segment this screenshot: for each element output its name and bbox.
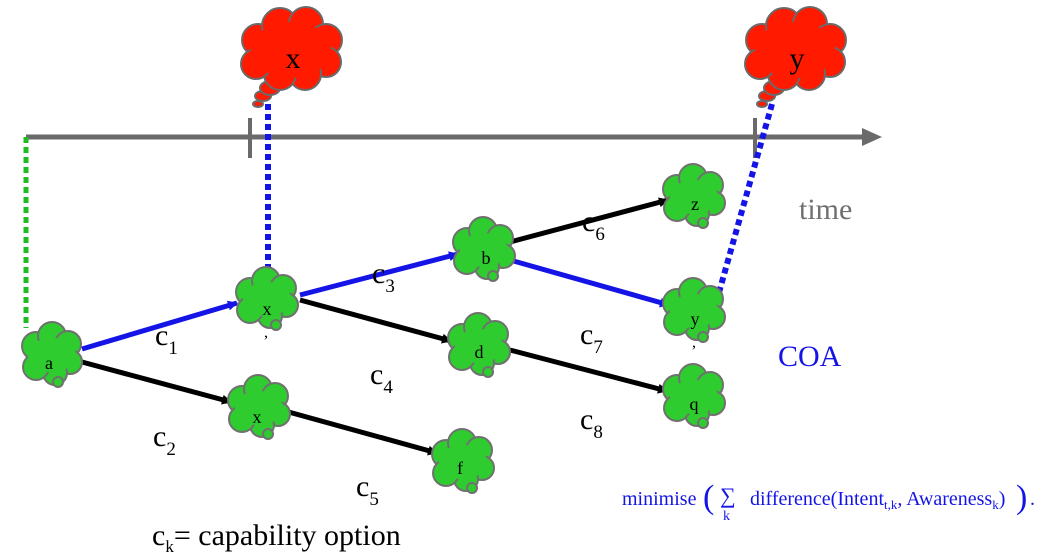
edge-c4 (299, 297, 452, 344)
node-x1: x , (235, 266, 299, 341)
edge-c8 (509, 347, 668, 394)
objective-formula: minimise ( ∑ k difference(Intentt,k, Awa… (622, 479, 1035, 524)
edge-c3 (299, 251, 459, 298)
node-y-sub: , (692, 334, 696, 351)
formula-period: . (1030, 488, 1035, 510)
coa-label: COA (778, 340, 842, 373)
state-nodes: a x , x (21, 163, 726, 494)
formula-body: difference(Intentt,k, Awarenessk) (750, 488, 1005, 512)
formula-sigma-sub: k (723, 509, 730, 524)
edge-label-c1: c1 (155, 319, 178, 359)
intent-cloud-x-label: x (286, 42, 301, 75)
timeline (26, 118, 882, 158)
edge-labels: c1 c2 c3 c4 c5 c6 c7 c8 (153, 205, 605, 510)
edge-label-c7: c7 (580, 318, 603, 358)
node-y: y , (662, 277, 726, 351)
node-x1-label: x (263, 299, 272, 319)
node-f: f (431, 428, 495, 494)
edges (81, 197, 670, 456)
formula-sigma: ∑ (720, 483, 736, 508)
intent-cloud-y: y (744, 6, 847, 108)
node-z: z (662, 163, 726, 229)
intent-cloud-y-shape (744, 6, 847, 108)
node-d-label: d (475, 342, 484, 362)
time-label: time (799, 193, 852, 226)
formula-open-paren: ( (703, 479, 714, 516)
intent-cloud-y-label: y (790, 42, 805, 75)
edge-c6 (509, 197, 669, 245)
node-x2-label: x (253, 407, 262, 427)
intent-cloud-x: x (240, 6, 343, 108)
intent-clouds: x y (240, 6, 847, 108)
edge-c2 (81, 359, 232, 405)
dotted-connectors (23, 103, 775, 328)
node-b: b (452, 216, 516, 282)
edge-label-c6: c6 (582, 205, 605, 245)
formula-prefix: minimise (622, 488, 697, 510)
node-a-label: a (45, 353, 53, 373)
blue-dotted-connector-y (715, 103, 775, 297)
edge-c5 (284, 408, 438, 456)
node-q: q (662, 363, 726, 429)
node-d: d (447, 312, 511, 378)
edge-label-c3: c3 (372, 257, 395, 297)
node-f-label: f (457, 458, 463, 478)
timeline-arrowhead-icon (862, 128, 882, 146)
node-b-label: b (482, 248, 491, 268)
node-z-label: z (691, 194, 699, 214)
edge-label-c8: c8 (580, 403, 603, 443)
legend-capability-option: ck= capability option (152, 519, 401, 556)
edge-c7 (509, 257, 670, 308)
edge-label-c4: c4 (370, 358, 393, 398)
node-x1-sub: , (264, 324, 268, 341)
intent-cloud-x-shape (240, 6, 343, 108)
node-x2: x (227, 374, 291, 440)
edge-label-c2: c2 (153, 420, 176, 460)
node-q-label: q (690, 394, 699, 414)
node-y-label: y (691, 309, 700, 329)
node-a: a (21, 321, 83, 388)
formula-close-paren: ) (1016, 479, 1027, 516)
edge-c1 (81, 300, 238, 352)
edge-label-c5: c5 (356, 470, 379, 510)
